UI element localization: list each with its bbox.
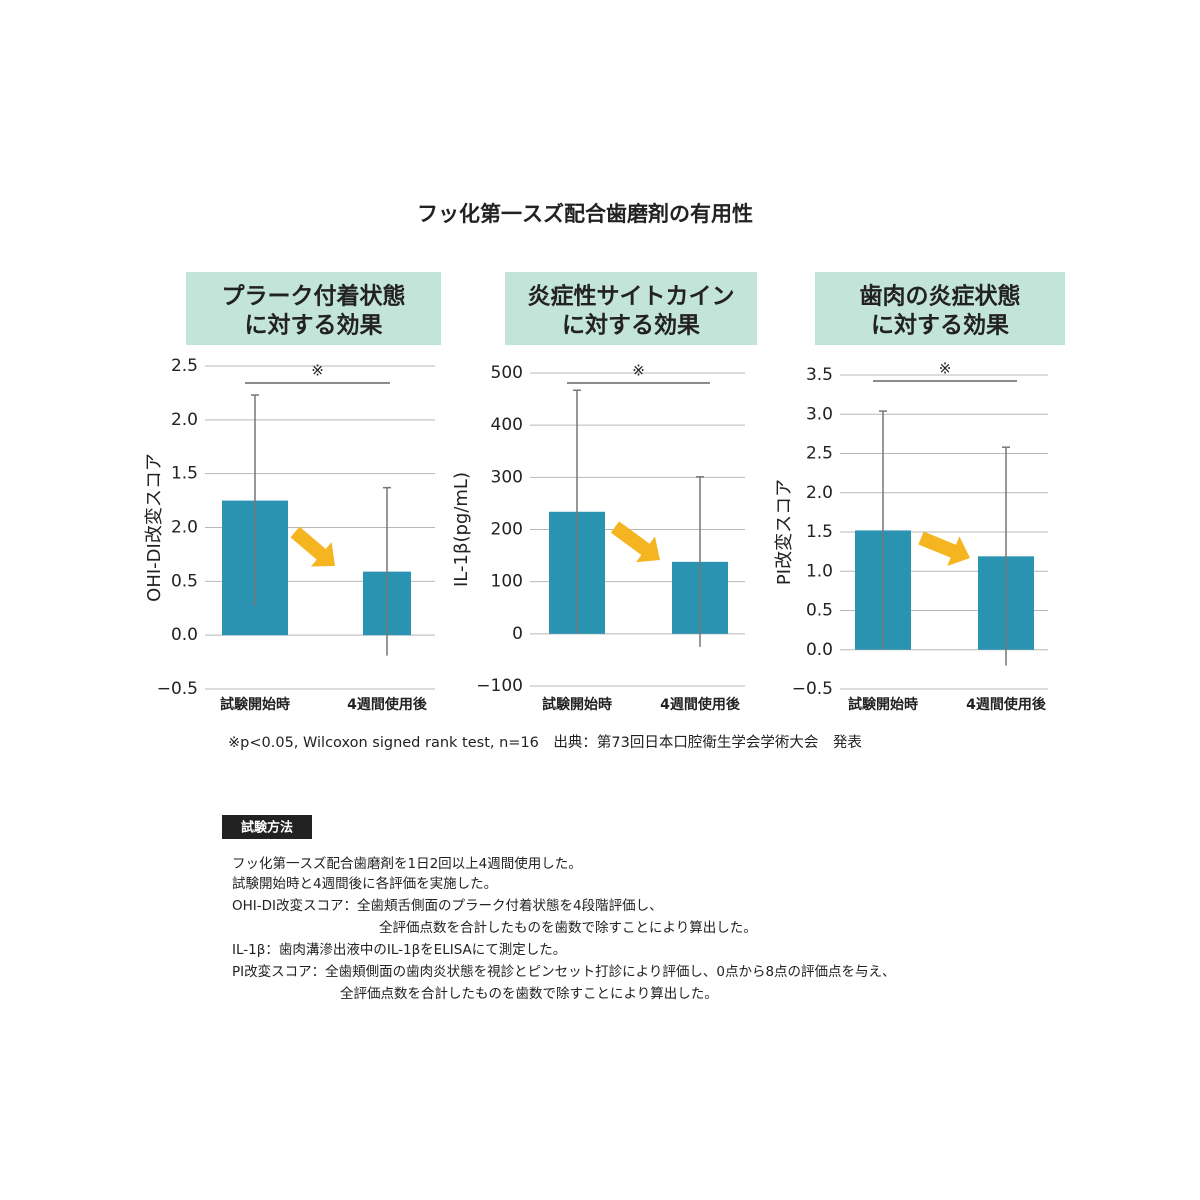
method-line: 試験開始時と4週間後に各評価を実施した。 <box>232 876 497 892</box>
y-tick-label: 200 <box>491 520 523 540</box>
y-axis-label: IL-1β(pg/mL) <box>451 472 472 587</box>
y-tick-label: 0.5 <box>171 571 198 591</box>
heading-box <box>815 272 1065 345</box>
arrow <box>918 531 971 567</box>
y-tick-label: 2.0 <box>171 410 198 430</box>
y-tick-label: 400 <box>491 415 523 435</box>
x-tick-label: 4週間使用後 <box>347 696 428 713</box>
y-tick-label: 0.0 <box>806 640 833 660</box>
y-tick-label: 1.0 <box>806 561 833 581</box>
x-tick-label: 4週間使用後 <box>966 696 1047 713</box>
x-tick-label: 4週間使用後 <box>660 696 741 713</box>
y-tick-label: 2.5 <box>806 444 833 464</box>
arrow <box>610 521 660 563</box>
y-tick-label: 3.0 <box>806 404 833 424</box>
method-line: フッ化第一スズ配合歯磨剤を1日2回以上4週間使用した。 <box>232 855 582 872</box>
y-axis-label: OHI-DI改変スコア <box>144 453 165 602</box>
chart-title: に対する効果 <box>871 312 1009 339</box>
heading-box <box>505 272 757 345</box>
significance-mark: ※ <box>311 362 324 380</box>
method-line: OHI-DI改変スコア：全歯頬舌側面のプラーク付着状態を4段階評価し、 <box>232 897 663 914</box>
y-tick-label: 0.0 <box>171 625 198 645</box>
chart-title: に対する効果 <box>562 312 700 339</box>
chart-title: 炎症性サイトカイン <box>528 283 735 310</box>
method-label: 試験方法 <box>241 820 293 836</box>
x-tick-label: 試験開始時 <box>220 696 290 713</box>
y-tick-label: 500 <box>491 363 523 383</box>
y-tick-label: 1.5 <box>806 522 833 542</box>
y-tick-label: 2.0 <box>806 483 833 503</box>
footnote: ※p<0.05, Wilcoxon signed rank test, n=16… <box>228 733 862 751</box>
y-tick-label: 3.5 <box>806 365 833 385</box>
x-tick-label: 試験開始時 <box>848 696 918 713</box>
method-label-box <box>222 815 312 839</box>
chart-title: プラーク付着状態 <box>222 283 406 310</box>
y-tick-label: 2.0 <box>171 518 198 538</box>
chart-title: に対する効果 <box>245 312 383 339</box>
chart-title: 歯肉の炎症状態 <box>860 283 1021 310</box>
significance-mark: ※ <box>632 362 645 380</box>
y-tick-label: 300 <box>491 467 523 487</box>
method-line: 全評価点数を合計したものを歯数で除すことにより算出した。 <box>340 985 718 1002</box>
y-tick-label: 2.5 <box>171 356 198 376</box>
arrow <box>290 526 335 567</box>
y-tick-label: −0.5 <box>792 679 833 699</box>
y-tick-label: 0 <box>512 624 523 644</box>
x-tick-label: 試験開始時 <box>542 696 612 713</box>
method-line: 全評価点数を合計したものを歯数で除すことにより算出した。 <box>379 919 757 936</box>
y-tick-label: 100 <box>491 572 523 592</box>
method-line: IL-1β：歯肉溝滲出液中のIL-1βをELISAにて測定した。 <box>232 942 566 958</box>
page-title: フッ化第一スズ配合歯磨剤の有用性 <box>417 202 753 226</box>
y-tick-label: 1.5 <box>171 464 198 484</box>
y-tick-label: 0.5 <box>806 601 833 621</box>
heading-box <box>186 272 441 345</box>
method-line: PI改変スコア：全歯頬側面の歯肉炎状態を視診とピンセット打診により評価し、0点か… <box>232 963 896 980</box>
significance-mark: ※ <box>939 360 952 378</box>
y-tick-label: −0.5 <box>157 679 198 699</box>
y-tick-label: −100 <box>476 676 523 696</box>
y-axis-label: PI改変スコア <box>774 479 795 585</box>
